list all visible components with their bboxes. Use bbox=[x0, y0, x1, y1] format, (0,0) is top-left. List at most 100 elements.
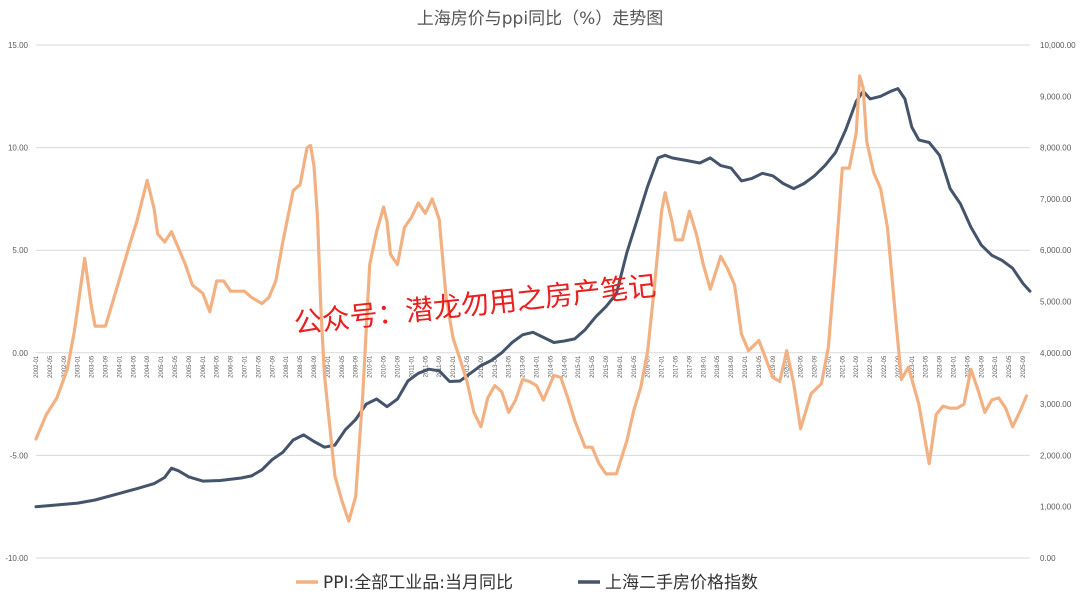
x-tick-label: 2018-01 bbox=[701, 355, 707, 378]
x-tick-label: 2024-09 bbox=[979, 355, 985, 378]
x-tick-label: 2007-01 bbox=[243, 355, 249, 378]
y-left-tick-label: -10.00 bbox=[5, 554, 28, 563]
legend-label: 上海二手房价格指数 bbox=[605, 573, 758, 593]
x-tick-label: 2019-05 bbox=[757, 355, 763, 378]
x-tick-label: 2025-09 bbox=[1021, 355, 1027, 378]
y-right-tick-label: 3,000.00 bbox=[1040, 400, 1072, 409]
x-tick-label: 2020-05 bbox=[799, 355, 805, 378]
x-tick-label: 2025-05 bbox=[1007, 355, 1013, 378]
y-right-tick-label: 4,000.00 bbox=[1040, 349, 1072, 358]
x-tick-label: 2025-01 bbox=[993, 355, 999, 378]
x-tick-label: 2009-01 bbox=[326, 355, 332, 378]
x-tick-label: 2009-05 bbox=[340, 355, 346, 378]
y-left-tick-label: -5.00 bbox=[10, 451, 29, 460]
x-tick-label: 2016-01 bbox=[618, 355, 624, 378]
x-tick-label: 2004-09 bbox=[145, 355, 151, 378]
x-tick-label: 2020-01 bbox=[785, 355, 791, 378]
y-left-tick-label: 10.00 bbox=[8, 144, 29, 153]
x-tick-label: 2024-01 bbox=[952, 355, 958, 378]
x-tick-label: 2023-05 bbox=[924, 355, 930, 378]
series-line-shanghai-index bbox=[34, 87, 1032, 509]
y-left-tick-label: 0.00 bbox=[12, 349, 28, 358]
y-right-tick-label: 9,000.00 bbox=[1040, 92, 1072, 101]
x-tick-label: 2015-01 bbox=[576, 355, 582, 378]
x-tick-label: 2011-09 bbox=[437, 355, 443, 377]
y-right-tick-label: 1,000.00 bbox=[1040, 503, 1072, 512]
y-right-tick-label: 6,000.00 bbox=[1040, 246, 1072, 255]
x-tick-label: 2006-09 bbox=[229, 355, 235, 378]
x-tick-label: 2010-05 bbox=[382, 355, 388, 378]
y-left-tick-label: 15.00 bbox=[8, 41, 29, 50]
x-tick-label: 2011-01 bbox=[409, 355, 415, 377]
x-tick-label: 2003-05 bbox=[90, 355, 96, 378]
x-tick-label: 2003-01 bbox=[76, 355, 82, 378]
watermark-text: 公众号：潜龙勿用之房产笔记 bbox=[292, 269, 657, 340]
x-tick-label: 2020-09 bbox=[813, 355, 819, 378]
x-tick-label: 2004-01 bbox=[117, 355, 123, 378]
x-tick-label: 2011-05 bbox=[423, 355, 429, 377]
series-line-ppi bbox=[34, 74, 1029, 523]
x-tick-label: 2019-09 bbox=[771, 355, 777, 378]
x-tick-label: 2021-09 bbox=[854, 355, 860, 378]
x-tick-label: 2016-09 bbox=[646, 355, 652, 378]
x-tick-label: 2007-09 bbox=[270, 355, 276, 378]
x-tick-label: 2010-09 bbox=[395, 355, 401, 378]
y-right-tick-label: 2,000.00 bbox=[1040, 451, 1072, 460]
x-tick-label: 2006-01 bbox=[201, 355, 207, 378]
y-right-tick-label: 10,000.00 bbox=[1040, 41, 1076, 50]
x-tick-label: 2005-01 bbox=[159, 355, 165, 378]
x-tick-label: 2002-05 bbox=[48, 355, 54, 378]
x-tick-label: 2004-05 bbox=[131, 355, 137, 378]
x-tick-label: 2007-05 bbox=[256, 355, 262, 378]
x-tick-label: 2008-09 bbox=[312, 355, 318, 378]
x-tick-label: 2010-01 bbox=[368, 355, 374, 378]
x-tick-label: 2014-01 bbox=[534, 355, 540, 378]
x-tick-label: 2023-09 bbox=[938, 355, 944, 378]
x-tick-label: 2017-09 bbox=[687, 355, 693, 378]
x-tick-label: 2022-01 bbox=[868, 355, 874, 378]
x-tick-label: 2016-05 bbox=[632, 355, 638, 378]
series-lines bbox=[34, 74, 1032, 523]
x-tick-label: 2013-05 bbox=[507, 355, 513, 378]
x-tick-label: 2008-01 bbox=[284, 355, 290, 378]
x-tick-label: 2005-09 bbox=[187, 355, 193, 378]
x-tick-label: 2017-01 bbox=[660, 355, 666, 378]
x-tick-label: 2013-01 bbox=[493, 355, 499, 378]
x-tick-label: 2017-05 bbox=[673, 355, 679, 378]
x-tick-label: 2006-05 bbox=[215, 355, 221, 378]
x-tick-label: 2019-01 bbox=[743, 355, 749, 378]
x-tick-label: 2015-09 bbox=[604, 355, 610, 378]
y-right-tick-label: 8,000.00 bbox=[1040, 144, 1072, 153]
x-tick-label: 2024-05 bbox=[965, 355, 971, 378]
x-tick-label: 2009-09 bbox=[354, 355, 360, 378]
x-tick-label: 2002-09 bbox=[62, 355, 68, 378]
x-tick-label: 2003-09 bbox=[104, 355, 110, 378]
legend-label: PPI:全部工业品:当月同比 bbox=[323, 573, 513, 593]
y-axis-left: -10.00 -5.00 0.00 5.00 10.00 15.00 bbox=[5, 41, 28, 563]
x-tick-label: 2008-05 bbox=[298, 355, 304, 378]
y-axis-right: 0.00 1,000.00 2,000.00 3,000.00 4,000.00 5,00… bbox=[1040, 41, 1076, 563]
x-tick-label: 2013-09 bbox=[521, 355, 527, 378]
x-tick-label: 2023-01 bbox=[910, 355, 916, 378]
x-tick-label: 2014-05 bbox=[548, 355, 554, 378]
x-tick-label: 2022-05 bbox=[882, 355, 888, 378]
chart-title: 上海房价与ppi同比（%）走势图 bbox=[417, 9, 663, 29]
legend: PPI:全部工业品:当月同比 上海二手房价格指数 bbox=[296, 573, 758, 593]
x-tick-label: 2018-09 bbox=[729, 355, 735, 378]
x-tick-label: 2012-01 bbox=[451, 355, 457, 378]
x-tick-label: 2021-01 bbox=[826, 355, 832, 378]
x-tick-label: 2002-01 bbox=[34, 355, 40, 378]
x-axis: 2002-01 2002-05 2002-09 2003-01 2003-05 2003-… bbox=[34, 355, 1027, 378]
x-tick-label: 2018-05 bbox=[715, 355, 721, 378]
x-tick-label: 2005-05 bbox=[173, 355, 179, 378]
y-left-tick-label: 5.00 bbox=[12, 246, 28, 255]
x-tick-label: 2014-09 bbox=[562, 355, 568, 378]
x-tick-label: 2012-05 bbox=[465, 355, 471, 378]
y-right-tick-label: 7,000.00 bbox=[1040, 195, 1072, 204]
x-tick-label: 2021-05 bbox=[840, 355, 846, 378]
y-right-tick-label: 0.00 bbox=[1040, 554, 1056, 563]
x-tick-label: 2015-05 bbox=[590, 355, 596, 378]
y-right-tick-label: 5,000.00 bbox=[1040, 298, 1072, 307]
grid bbox=[36, 44, 1030, 559]
